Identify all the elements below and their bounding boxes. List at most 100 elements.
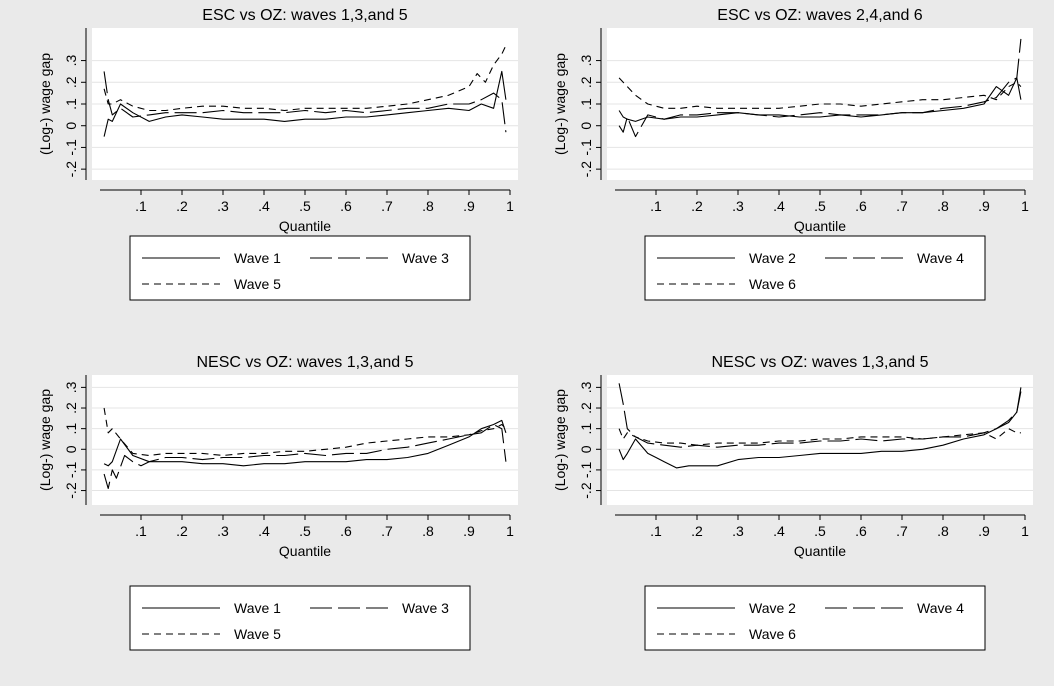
legend-box — [644, 235, 986, 301]
y-axis-label: (Log-) wage gap — [552, 389, 568, 491]
y-tick-label: -.1 — [578, 462, 594, 479]
x-axis-label: Quantile — [279, 543, 331, 559]
x-tick-label: .2 — [691, 198, 703, 214]
x-axis-label: Quantile — [279, 218, 331, 234]
y-tick-label: -.2 — [578, 482, 594, 499]
y-tick-label: .1 — [63, 98, 79, 110]
chart-panel: -.2 -.1 0 .1 .2 .3 .1 .2 .3 .4 .5 .6 .7 .8 .9 1 ESC vs O… — [37, 7, 518, 301]
series-line — [103, 70, 507, 137]
chart-title: NESC vs OZ: waves 1,3,and 5 — [712, 354, 929, 371]
x-tick-label: .1 — [135, 198, 147, 214]
x-tick-label: .7 — [381, 523, 393, 539]
chart-title: NESC vs OZ: waves 1,3,and 5 — [197, 354, 414, 371]
y-tick-label: 0 — [63, 445, 79, 453]
x-tick-label: .8 — [422, 523, 434, 539]
plot-area — [607, 375, 1033, 505]
legend: Wave 2 Wave 4 Wave 6 — [644, 235, 986, 301]
x-tick-label: .9 — [463, 523, 475, 539]
x-tick-label: .8 — [937, 198, 949, 214]
legend-label: Wave 5 — [234, 626, 281, 642]
x-tick-label: .4 — [258, 198, 270, 214]
y-tick-label: -.2 — [63, 161, 79, 178]
x-tick-label: .9 — [978, 198, 990, 214]
series-line — [103, 419, 507, 467]
legend-label: Wave 3 — [402, 600, 449, 616]
series-line — [618, 387, 1022, 469]
legend-label: Wave 5 — [234, 276, 281, 292]
x-tick-label: .2 — [176, 198, 188, 214]
y-tick-label: .3 — [578, 55, 594, 67]
x-tick-label: .4 — [773, 198, 785, 214]
series-line — [103, 423, 507, 490]
x-tick-label: .1 — [650, 198, 662, 214]
y-tick-label: -.1 — [578, 139, 594, 156]
y-axis-label: (Log-) wage gap — [37, 53, 53, 155]
x-tick-label: .8 — [937, 523, 949, 539]
x-tick-label: .3 — [217, 523, 229, 539]
legend-label: Wave 2 — [749, 250, 796, 266]
x-tick-label: .5 — [814, 523, 826, 539]
y-tick-label: -.2 — [578, 161, 594, 178]
y-axis-label: (Log-) wage gap — [37, 389, 53, 491]
x-tick-label: .7 — [896, 198, 908, 214]
x-tick-label: .6 — [855, 198, 867, 214]
y-tick-label: -.1 — [63, 139, 79, 156]
chart-panel: -.2 -.1 0 .1 .2 .3 .1 .2 .3 .4 .5 .6 .7 .8 .9 1 NESC vs … — [37, 354, 518, 651]
series-line — [618, 77, 1022, 122]
series-line — [618, 77, 1022, 109]
series-line — [618, 38, 1022, 138]
chart-panel: -.2 -.1 0 .1 .2 .3 .1 .2 .3 .4 .5 .6 .7 .8 .9 1 NESC vs … — [552, 354, 1033, 651]
x-tick-label: .5 — [299, 198, 311, 214]
series-line — [103, 407, 507, 457]
x-tick-label: .1 — [650, 523, 662, 539]
plot-area — [92, 375, 518, 505]
y-tick-label: .1 — [63, 423, 79, 435]
legend: Wave 2 Wave 4 Wave 6 — [644, 585, 986, 651]
y-tick-label: .3 — [578, 381, 594, 393]
x-tick-label: .9 — [978, 523, 990, 539]
x-tick-label: .5 — [299, 523, 311, 539]
x-tick-label: .5 — [814, 198, 826, 214]
x-tick-label: .7 — [381, 198, 393, 214]
x-tick-label: .3 — [217, 198, 229, 214]
x-tick-label: .4 — [773, 523, 785, 539]
x-tick-label: .7 — [896, 523, 908, 539]
legend: Wave 1 Wave 3 Wave 5 — [129, 585, 471, 651]
x-tick-label: .1 — [135, 523, 147, 539]
legend-box — [129, 585, 471, 651]
y-tick-label: .1 — [578, 423, 594, 435]
x-tick-label: .3 — [732, 198, 744, 214]
chart-title: ESC vs OZ: waves 1,3,and 5 — [202, 7, 408, 24]
legend-label: Wave 3 — [402, 250, 449, 266]
x-tick-label: 1 — [1021, 198, 1029, 214]
legend-label: Wave 1 — [234, 600, 281, 616]
y-tick-label: -.1 — [63, 462, 79, 479]
legend-label: Wave 6 — [749, 276, 796, 292]
x-tick-label: .6 — [340, 523, 352, 539]
chart-title: ESC vs OZ: waves 2,4,and 6 — [717, 7, 923, 24]
x-axis-label: Quantile — [794, 543, 846, 559]
x-tick-label: .4 — [258, 523, 270, 539]
x-tick-label: .2 — [176, 523, 188, 539]
series-line — [103, 71, 507, 133]
legend-label: Wave 4 — [917, 600, 964, 616]
x-tick-label: .6 — [855, 523, 867, 539]
series-line — [618, 428, 1021, 446]
legend-box — [644, 585, 986, 651]
legend-label: Wave 2 — [749, 600, 796, 616]
y-tick-label: 0 — [578, 122, 594, 130]
legend: Wave 1 Wave 3 Wave 5 — [129, 235, 471, 301]
chart-panel: -.2 -.1 0 .1 .2 .3 .1 .2 .3 .4 .5 .6 .7 .8 .9 1 ESC vs O… — [552, 7, 1033, 301]
y-tick-label: 0 — [63, 122, 79, 130]
y-axis-label: (Log-) wage gap — [552, 53, 568, 155]
y-tick-label: 0 — [578, 445, 594, 453]
x-tick-label: 1 — [506, 198, 514, 214]
legend-label: Wave 6 — [749, 626, 796, 642]
x-tick-label: .8 — [422, 198, 434, 214]
x-axis-label: Quantile — [794, 218, 846, 234]
y-tick-label: .2 — [63, 76, 79, 88]
legend-box — [129, 235, 471, 301]
y-tick-label: -.2 — [63, 482, 79, 499]
x-tick-label: 1 — [1021, 523, 1029, 539]
